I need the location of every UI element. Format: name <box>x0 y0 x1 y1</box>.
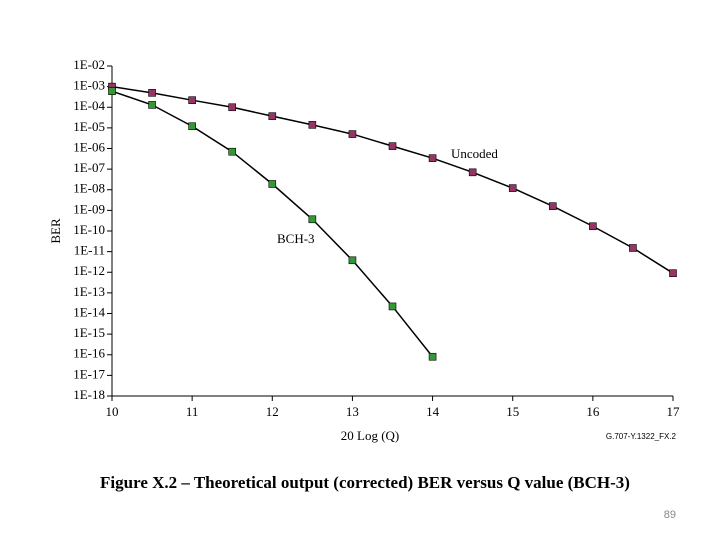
marker <box>308 121 317 129</box>
x-tick-label: 14 <box>426 404 440 419</box>
y-tick-label: 1E-15 <box>73 325 105 340</box>
marker <box>629 244 637 252</box>
marker <box>589 222 597 231</box>
marker <box>348 130 357 138</box>
marker <box>428 154 437 162</box>
marker <box>108 87 116 96</box>
y-tick-label: 1E-10 <box>73 222 105 237</box>
x-axis-label: 20 Log (Q) <box>341 428 400 443</box>
x-tick-label: 15 <box>506 404 519 419</box>
y-tick-label: 1E-03 <box>73 78 105 93</box>
y-tick-label: 1E-18 <box>73 387 105 402</box>
y-tick-label: 1E-02 <box>73 57 105 72</box>
y-tick-label: 1E-08 <box>73 181 105 196</box>
marker <box>188 122 196 131</box>
marker <box>308 215 317 224</box>
annotation: Uncoded <box>451 146 498 161</box>
y-tick-label: 1E-11 <box>74 243 105 258</box>
y-tick-label: 1E-16 <box>73 346 105 361</box>
marker <box>468 168 477 177</box>
x-tick-label: 11 <box>186 404 199 419</box>
marker <box>268 112 277 120</box>
marker <box>228 147 237 156</box>
y-tick-label: 1E-06 <box>73 139 105 154</box>
x-tick-label: 17 <box>667 404 681 419</box>
y-tick-label: 1E-07 <box>73 160 105 175</box>
annotation: BCH-3 <box>277 231 315 246</box>
x-tick-label: 16 <box>586 404 600 419</box>
page-number: 89 <box>664 509 676 521</box>
caption: Figure X.2 – Theoretical output (correct… <box>100 473 630 492</box>
marker <box>268 180 277 188</box>
marker <box>428 352 437 361</box>
marker <box>388 302 397 311</box>
series-line <box>111 85 674 274</box>
y-tick-label: 1E-09 <box>73 201 105 216</box>
figure-id: G.707-Y.1322_FX.2 <box>606 432 677 441</box>
y-tick-label: 1E-13 <box>73 284 105 299</box>
y-tick-label: 1E-14 <box>73 304 105 319</box>
series-line <box>111 90 434 358</box>
y-axis-label: BER <box>48 218 63 244</box>
marker <box>228 103 237 112</box>
marker <box>148 101 156 109</box>
x-tick-label: 13 <box>346 404 359 419</box>
marker <box>148 89 156 97</box>
marker <box>508 184 517 192</box>
y-tick-label: 1E-12 <box>73 263 105 278</box>
y-tick-label: 1E-04 <box>73 98 105 113</box>
marker <box>348 256 357 265</box>
y-tick-label: 1E-05 <box>73 119 105 134</box>
x-tick-label: 10 <box>106 404 119 419</box>
marker <box>548 202 557 210</box>
marker <box>188 96 196 104</box>
marker <box>669 269 677 277</box>
y-tick-label: 1E-17 <box>73 366 105 381</box>
x-tick-label: 12 <box>266 404 279 419</box>
marker <box>388 142 397 150</box>
